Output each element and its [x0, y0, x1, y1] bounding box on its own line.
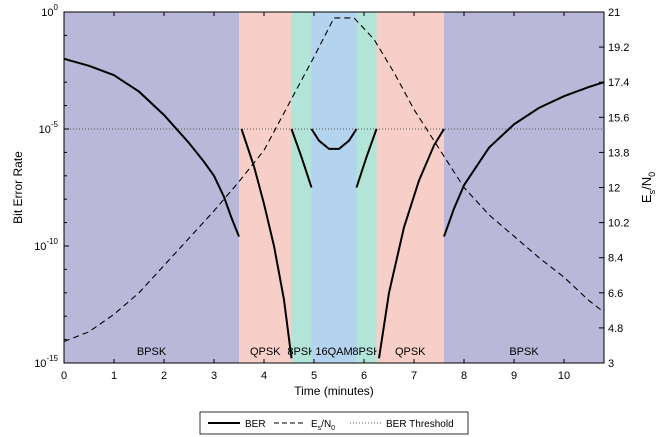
legend-box [199, 411, 469, 435]
legend-ber-label: BER [245, 419, 266, 430]
y-right-label-sub-0: 0 [647, 172, 657, 177]
region-bpsk [444, 12, 604, 363]
region-label: 8PSK [352, 346, 381, 358]
x-tick-label: 4 [261, 370, 267, 382]
y-left-tick-label: 10-10 [34, 237, 58, 253]
y-right-tick-label: 3 [608, 358, 614, 370]
x-tick-label: 10 [558, 370, 570, 382]
legend-esn0-sub-0: 0 [331, 425, 335, 432]
y-right-tick-label: 13.8 [608, 147, 629, 159]
x-tick-label: 0 [61, 370, 67, 382]
region-label: QPSK [250, 346, 281, 358]
region-label: BPSK [509, 346, 539, 358]
ber-line-segment [378, 128, 445, 359]
y-right-label-e: E [639, 194, 654, 203]
region-qpsk [239, 12, 292, 363]
region-bpsk [64, 12, 239, 363]
x-tick-label: 2 [161, 370, 167, 382]
ber-line-segment [443, 81, 605, 237]
region-label: BPSK [137, 346, 167, 358]
region-label: QPSK [395, 346, 426, 358]
series-lines [63, 17, 605, 359]
legend-esn0-n: /N [321, 419, 331, 430]
modulation-regions: BPSK QPSK 8PSK 16QAM 8PSK QPSK BPSK [64, 12, 604, 363]
region-label: 16QAM [315, 346, 352, 358]
legend-esn0-sub-s: s [318, 425, 322, 432]
ber-line-segment [290, 128, 313, 188]
y-left-tick-exponent: -10 [46, 237, 58, 246]
x-tick-label: 5 [311, 370, 317, 382]
ber-line-segment [240, 128, 293, 359]
y-right-label-sub-s: s [647, 189, 657, 194]
x-tick-label: 8 [461, 370, 467, 382]
y-right-label-n: /N [639, 177, 654, 190]
y-left-tick-base: 10 [34, 241, 46, 253]
y-left-tick-exponent: -15 [46, 354, 58, 363]
ber-line-segment [355, 128, 378, 188]
legend-esn0-label: Es/N0 [311, 419, 335, 432]
region-8psk [291, 12, 312, 363]
region-16qam [311, 12, 357, 363]
y-left-tick-label: 100 [41, 3, 58, 19]
esn0-line [63, 17, 605, 343]
x-tick-label: 6 [361, 370, 367, 382]
y-right-tick-label: 12 [608, 183, 620, 195]
ber-line-segment [310, 128, 358, 150]
y-right-tick-label: 21 [608, 7, 620, 19]
y-right-tick-label: 10.2 [608, 218, 629, 230]
x-tick-label: 1 [111, 370, 117, 382]
y-left-tick-exponent: 0 [54, 3, 59, 12]
legend: BER Es/N0 BER Threshold [199, 411, 469, 435]
x-axis-label: Time (minutes) [294, 384, 374, 398]
y-right-tick-label: 4.8 [608, 323, 623, 335]
region-8psk [356, 12, 377, 363]
y-left-tick-label: 10-5 [39, 120, 59, 136]
ber-line-segment [63, 57, 240, 237]
x-tick-label: 3 [211, 370, 217, 382]
y-right-axis-label: Es/N0 [639, 172, 657, 203]
y-right-tick-label: 19.2 [608, 42, 629, 54]
y-right-tick-label: 6.6 [608, 288, 623, 300]
y-left-axis-label: Bit Error Rate [11, 151, 25, 224]
legend-esn0-e: E [311, 419, 318, 430]
legend-threshold-label: BER Threshold [386, 419, 454, 430]
x-tick-label: 9 [511, 370, 517, 382]
y-right-tick-label: 8.4 [608, 253, 623, 265]
y-left-tick-base: 10 [39, 124, 51, 136]
y-right-tick-label: 15.6 [608, 112, 629, 124]
y-left-tick-label: 10-15 [34, 354, 58, 370]
y-left-tick-base: 10 [41, 7, 53, 19]
region-label: 8PSK [287, 346, 316, 358]
x-tick-label: 7 [411, 370, 417, 382]
y-left-tick-exponent: -5 [51, 120, 59, 129]
y-left-tick-base: 10 [34, 358, 46, 370]
y-right-tick-label: 17.4 [608, 77, 629, 89]
